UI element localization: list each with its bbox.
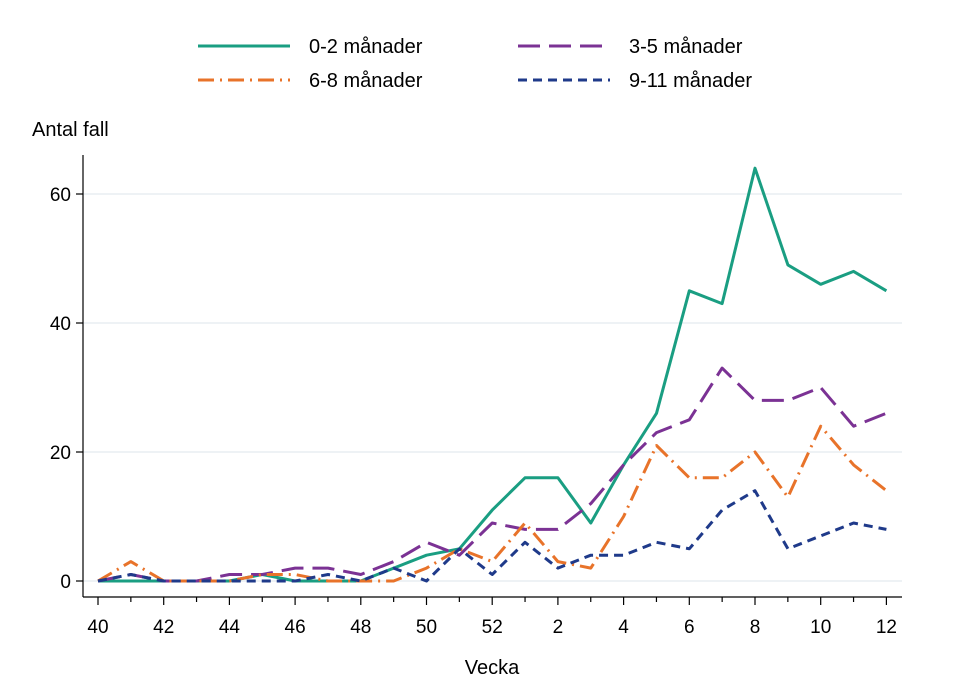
y-tick-label: 40 [50, 314, 71, 335]
y-tick-label: 20 [50, 443, 71, 464]
x-tick-label: 2 [553, 617, 564, 638]
x-tick-label: 44 [219, 617, 241, 638]
x-tick-label: 4 [618, 617, 629, 638]
x-tick-label: 42 [153, 617, 174, 638]
x-tick-label: 6 [684, 617, 695, 638]
y-axis-title: Antal fall [32, 119, 109, 141]
x-tick-label: 40 [87, 617, 108, 638]
x-tick-label: 52 [482, 617, 503, 638]
y-tick-label: 60 [50, 185, 71, 206]
legend-label: 6-8 månader [309, 70, 423, 92]
x-tick-label: 12 [876, 617, 897, 638]
data-series [97, 166, 888, 583]
series-line [98, 166, 888, 583]
x-axis-title: Vecka [465, 657, 520, 679]
series-line [97, 366, 887, 583]
x-tick-label: 46 [285, 617, 306, 638]
x-tick-label: 10 [810, 617, 831, 638]
legend-label: 3-5 månader [629, 36, 743, 58]
x-tick-label: 48 [350, 617, 371, 638]
x-tick-label: 8 [750, 617, 761, 638]
y-tick-label: 0 [60, 572, 71, 593]
legend-label: 9-11 månader [629, 70, 752, 92]
legend: 0-2 månader 3-5 månader 6-8 månader 9-11 må… [198, 36, 752, 92]
legend-label: 0-2 månader [309, 36, 423, 58]
series-line [97, 489, 887, 583]
x-tick-label: 50 [416, 617, 437, 638]
grid-lines [83, 193, 902, 582]
series-line [97, 424, 888, 583]
